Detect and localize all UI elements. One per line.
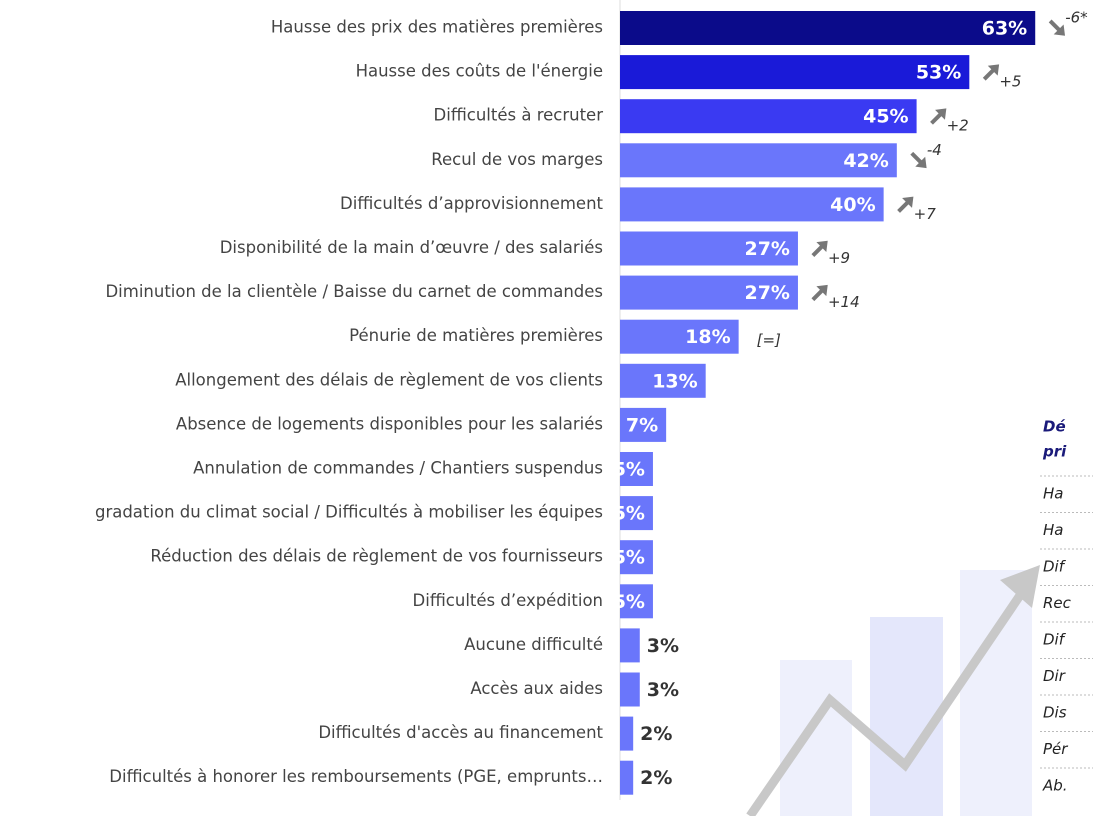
- side-item: Rec: [1043, 594, 1072, 612]
- bar: [620, 231, 798, 266]
- change-label: +2: [947, 117, 969, 135]
- change-label: +14: [828, 293, 860, 311]
- bar: [620, 143, 897, 178]
- side-item: Ha: [1043, 521, 1063, 539]
- category-label: Annulation de commandes / Chantiers susp…: [193, 459, 603, 478]
- value-label: 5%: [613, 459, 645, 481]
- trend-arrow: [910, 151, 927, 169]
- category-label: Difficultés d’expédition: [413, 591, 603, 610]
- value-label: 2%: [640, 723, 672, 745]
- bar: [620, 407, 667, 442]
- trend-arrow: [897, 196, 914, 213]
- category-label: gradation du climat social / Difficultés…: [95, 503, 603, 522]
- value-label: 53%: [916, 62, 961, 84]
- category-label: Disponibilité de la main d’œuvre / des s…: [220, 238, 603, 257]
- side-heading: pri: [1042, 443, 1067, 461]
- bar: [620, 452, 653, 486]
- value-label: 45%: [863, 106, 908, 128]
- value-label: 27%: [744, 282, 789, 304]
- change-label: -4: [927, 141, 942, 159]
- side-item: Ab.: [1042, 777, 1068, 795]
- value-label: 5%: [613, 547, 645, 569]
- trend-arrow: [1048, 19, 1066, 36]
- trend-arrow-head: [816, 284, 828, 297]
- trend-arrow-head: [987, 64, 1000, 76]
- trend-arrow-head: [915, 156, 927, 169]
- background-decoration: [746, 565, 1040, 816]
- value-label: 3%: [647, 635, 679, 657]
- bar: [620, 319, 739, 354]
- side-item: Dis: [1043, 704, 1067, 722]
- category-label: Pénurie de matières premières: [349, 326, 603, 345]
- side-item: Dif: [1043, 631, 1067, 649]
- category-label: Hausse des prix des matières premières: [271, 18, 603, 37]
- category-label: Difficultés à recruter: [434, 106, 604, 125]
- bar: [620, 55, 970, 90]
- trend-arrow: [982, 64, 1000, 81]
- change-label: [=]: [757, 331, 781, 349]
- change-label: +7: [914, 205, 937, 223]
- trend-arrow: [811, 240, 828, 257]
- value-label: 5%: [613, 503, 645, 525]
- value-label: 42%: [843, 150, 888, 172]
- trend-arrow-head: [935, 108, 947, 120]
- category-label: Accès aux aides: [470, 679, 603, 698]
- change-label: +9: [828, 249, 850, 267]
- value-label: 2%: [640, 767, 672, 789]
- bar: [620, 496, 653, 531]
- category-label: Réduction des délais de règlement de vos…: [150, 547, 603, 566]
- category-label: Difficultés d'accès au financement: [318, 723, 603, 742]
- value-label: 13%: [652, 370, 697, 392]
- category-label: Hausse des coûts de l'énergie: [356, 62, 603, 81]
- value-label: 18%: [685, 326, 730, 348]
- value-label: 5%: [613, 591, 645, 613]
- trend-arrow-head: [1053, 24, 1066, 36]
- bar: [620, 760, 634, 795]
- bar: [620, 275, 798, 310]
- bar: [620, 99, 917, 134]
- bar: [620, 363, 706, 398]
- side-item: Pér: [1043, 740, 1068, 758]
- change-label: +5: [999, 73, 1021, 91]
- side-heading: Dé: [1043, 418, 1066, 436]
- side-item: Dif: [1043, 558, 1067, 576]
- side-item: Dir: [1043, 667, 1066, 685]
- category-label: Absence de logements disponibles pour le…: [176, 414, 603, 433]
- category-label: Allongement des délais de règlement de v…: [175, 370, 603, 389]
- bar: [620, 628, 640, 663]
- value-label: 3%: [647, 679, 679, 701]
- bar: [620, 672, 640, 707]
- category-label: Difficultés à honorer les remboursements…: [109, 767, 603, 786]
- bar: [620, 584, 653, 619]
- side-item: Ha: [1043, 485, 1063, 503]
- bar: [620, 716, 634, 751]
- trend-arrow-head: [902, 196, 914, 208]
- change-label: -6*: [1065, 9, 1088, 27]
- category-label: Diminution de la clientèle / Baisse du c…: [105, 282, 603, 301]
- category-label: Aucune difficulté: [464, 635, 603, 654]
- trend-arrow: [930, 108, 947, 125]
- bar: [620, 540, 653, 575]
- value-label: 27%: [744, 238, 789, 260]
- category-label: Difficultés d’approvisionnement: [340, 194, 603, 213]
- category-label: Recul de vos marges: [431, 150, 603, 169]
- trend-arrow: [811, 284, 828, 302]
- trend-arrow-head: [816, 240, 828, 253]
- bar: [620, 11, 1036, 45]
- value-label: 40%: [830, 194, 875, 216]
- value-label: 63%: [982, 18, 1027, 40]
- bar: [620, 187, 884, 222]
- value-label: 7%: [626, 414, 658, 436]
